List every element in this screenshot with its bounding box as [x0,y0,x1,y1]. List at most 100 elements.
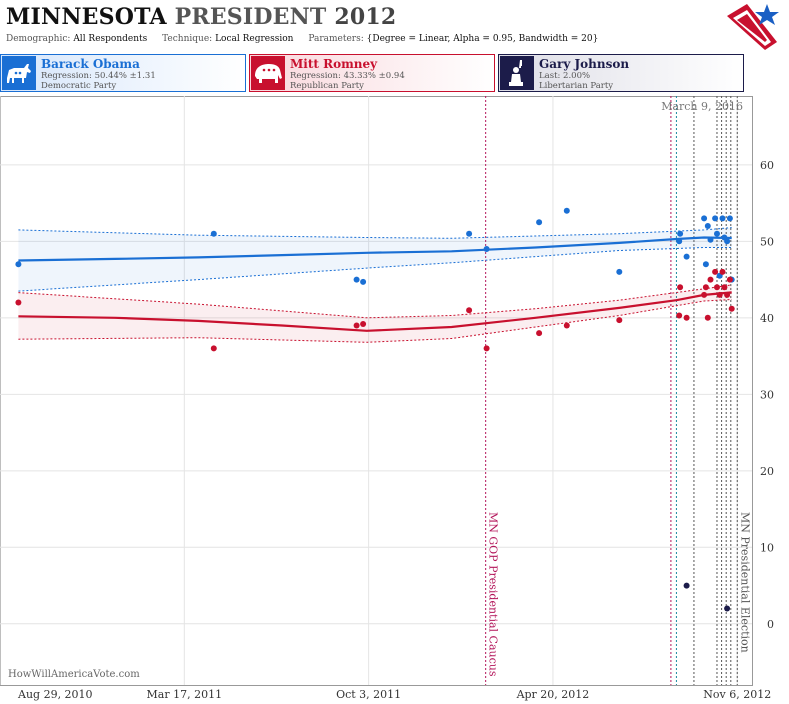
technique-value: Local Regression [215,34,294,44]
poll-point [701,291,708,298]
poll-point [210,345,217,352]
poll-point [15,261,22,268]
elephant-icon [251,56,285,90]
site-logo[interactable] [725,2,781,54]
confidence-bands [18,227,732,343]
x-tick-label: Nov 6, 2012 [703,688,771,701]
poll-point [677,230,684,237]
candidate-stat: Regression: 50.44% ±1.31 [41,71,156,81]
y-tick-label: 20 [760,465,774,478]
upper-bound-line [18,284,732,319]
poll-point [353,322,360,329]
regression-lines [18,236,732,332]
poll-point [466,230,473,237]
poll-point [724,605,731,612]
poll-chart: MN GOP Presidential Caucus MN Presidentia… [0,96,774,701]
poll-point [712,268,719,275]
demographic-label: Demographic: [6,34,71,44]
header: MINNESOTA PRESIDENT 2012 Demographic: Al… [0,0,789,54]
poll-point [536,219,543,226]
poll-point [719,268,726,275]
event-lines: MN GOP Presidential Caucus MN Presidentia… [485,96,751,685]
y-tick-label: 10 [760,541,774,554]
title-state: MINNESOTA [6,4,167,30]
poll-point [466,307,473,314]
poll-point [724,291,731,298]
poll-point [683,253,690,260]
poll-point [701,215,708,222]
poll-point [714,230,720,237]
poll-point [724,238,731,245]
technique-label: Technique: [162,34,213,44]
poll-point [728,305,735,312]
candidate-name: Gary Johnson [539,57,630,71]
candidate-party: Democratic Party [41,81,117,91]
poll-point [702,284,709,291]
lower-bound-line [18,247,732,292]
poll-point [704,314,711,321]
donkey-icon [2,56,36,90]
poll-point [712,215,719,222]
poll-point [360,321,367,327]
title-office: PRESIDENT [174,4,327,30]
poll-point [716,291,723,298]
event-label: MN GOP Presidential Caucus [487,512,500,677]
candidate-party: Libertarian Party [539,81,614,91]
gridlines [0,96,752,685]
title-year: 2012 [334,4,397,30]
x-tick-label: Aug 29, 2010 [17,688,93,701]
candidate-card-johnson[interactable]: Gary Johnson Last: 2.00% Libertarian Par… [498,54,744,92]
candidate-stat: Regression: 43.33% ±0.94 [290,71,405,81]
x-tick-label: Oct 3, 2011 [336,688,401,701]
poll-point [676,312,683,319]
candidate-card-obama[interactable]: Barack Obama Regression: 50.44% ±1.31 De… [0,54,246,92]
x-tick-label: Apr 20, 2012 [516,688,590,701]
poll-point [683,582,690,589]
x-tick-label: Mar 17, 2011 [147,688,223,701]
poll-point [360,278,367,285]
regression-line [18,236,732,262]
candidate-legend: Barack Obama Regression: 50.44% ±1.31 De… [0,54,789,94]
poll-point [353,276,360,283]
y-tick-label: 30 [760,388,774,401]
poll-point [210,230,217,237]
poll-point [676,238,683,245]
parameters-label: Parameters: [308,34,364,44]
event-label: MN Presidential Election [738,512,751,653]
page-title: MINNESOTA PRESIDENT 2012 [6,4,396,30]
poll-points [15,207,735,612]
candidate-party: Republican Party [290,81,364,91]
poll-point [702,261,709,268]
date-annotation: March 9, 2016 [661,100,743,113]
poll-point [704,223,711,229]
statue-of-liberty-icon [500,56,534,90]
poll-point [536,330,543,337]
poll-point [677,284,684,291]
confidence-band [18,284,732,343]
poll-point [726,276,733,283]
candidate-name: Barack Obama [41,57,140,71]
candidate-name: Mitt Romney [290,57,378,71]
poll-point [483,246,490,252]
poll-point [726,215,733,222]
poll-point [616,268,623,275]
poll-point [563,322,570,329]
y-tick-label: 50 [760,235,774,248]
watermark: HowWillAmericaVote.com [8,669,140,680]
poll-point [714,284,720,291]
y-tick-label: 60 [760,159,774,172]
plot-area [0,96,753,686]
x-axis-ticks: Aug 29, 2010 Mar 17, 2011 Oct 3, 2011 Apr 2… [17,688,771,701]
poll-point [721,284,728,291]
confidence-band [18,227,732,292]
poll-point [683,314,690,321]
parameters-line: Demographic: All Respondents Technique: … [6,34,610,44]
poll-point [707,236,714,243]
poll-point [563,207,570,214]
regression-line [18,291,732,332]
poll-point [616,317,623,324]
candidate-card-romney[interactable]: Mitt Romney Regression: 43.33% ±0.94 Rep… [249,54,495,92]
y-tick-label: 40 [760,312,774,325]
y-tick-label: 0 [767,618,774,631]
poll-point [15,299,22,306]
